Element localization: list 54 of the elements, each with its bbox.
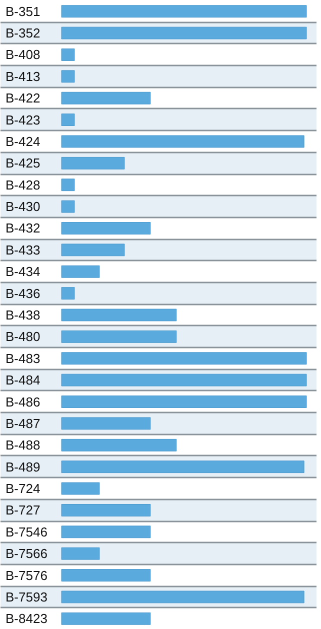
bar (61, 308, 177, 322)
bar (61, 396, 307, 408)
y-tick-label: B-7576 (6, 568, 48, 583)
bar (61, 222, 151, 234)
bar (61, 547, 100, 560)
y-tick-label: B-432 (6, 220, 40, 236)
y-tick-label: B-424 (6, 134, 40, 149)
y-tick-label: B-480 (6, 329, 40, 344)
bar (61, 504, 151, 516)
bar (61, 70, 75, 83)
bar (61, 200, 75, 213)
y-tick-label: B-430 (6, 199, 40, 214)
y-tick-label: B-351 (6, 4, 40, 19)
bar (61, 438, 177, 452)
bar (61, 178, 75, 192)
bar (61, 135, 304, 148)
bar (61, 5, 307, 18)
bar (61, 265, 100, 278)
bar (61, 352, 307, 365)
bar (61, 612, 151, 625)
y-tick-label: B-434 (6, 264, 40, 280)
bar (61, 526, 151, 538)
y-tick-label: B-487 (6, 416, 40, 431)
y-tick-label: B-8423 (6, 611, 48, 626)
y-tick-label: B-425 (6, 156, 40, 171)
y-tick-label: B-433 (6, 242, 40, 258)
y-tick-label: B-7566 (6, 546, 48, 562)
bar (61, 330, 177, 343)
bar (61, 114, 75, 126)
bar (61, 287, 75, 300)
y-tick-label: B-724 (6, 481, 40, 496)
bar (61, 569, 151, 582)
bar (61, 482, 100, 495)
y-tick-label: B-486 (6, 394, 40, 410)
y-tick-label: B-436 (6, 286, 40, 301)
bar (61, 156, 125, 170)
bar (61, 417, 151, 430)
y-tick-label: B-483 (6, 350, 40, 366)
bar (61, 48, 75, 61)
y-tick-label: B-422 (6, 90, 40, 106)
y-tick-label: B-423 (6, 112, 40, 128)
y-tick-label: B-438 (6, 308, 40, 322)
y-tick-label: B-428 (6, 177, 40, 192)
y-tick-label: B-408 (6, 47, 40, 62)
y-tick-label: B-489 (6, 459, 40, 474)
y-tick-label: B-352 (6, 26, 40, 41)
y-tick-label: B-7546 (6, 524, 48, 540)
bar (61, 244, 125, 256)
y-tick-label: B-488 (6, 438, 40, 453)
y-tick-label: B-7593 (6, 589, 48, 604)
bar (61, 92, 151, 104)
y-tick-label: B-727 (6, 502, 40, 518)
y-tick-label: B-413 (6, 68, 40, 84)
y-tick-label: B-484 (6, 372, 40, 388)
